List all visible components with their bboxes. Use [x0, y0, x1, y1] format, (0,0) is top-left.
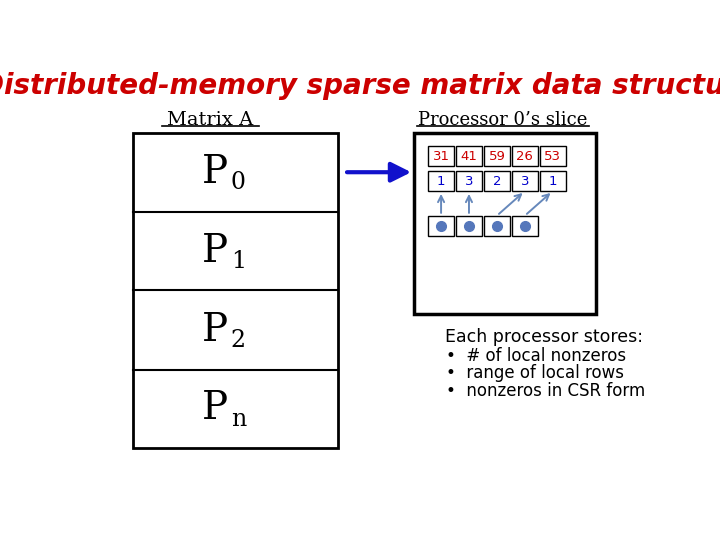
Bar — [512, 215, 538, 236]
Text: Each processor stores:: Each processor stores: — [445, 328, 643, 346]
Text: 1: 1 — [230, 249, 246, 273]
Text: P: P — [202, 233, 228, 269]
Text: 3: 3 — [521, 174, 529, 187]
Text: •  nonzeros in CSR form: • nonzeros in CSR form — [446, 382, 646, 400]
Text: Distributed-memory sparse matrix data structure: Distributed-memory sparse matrix data st… — [0, 72, 720, 100]
Text: 2: 2 — [492, 174, 501, 187]
Text: P: P — [202, 154, 228, 191]
Text: 59: 59 — [488, 150, 505, 163]
Bar — [456, 146, 482, 166]
Text: •  # of local nonzeros: • # of local nonzeros — [446, 347, 626, 364]
Bar — [539, 171, 566, 191]
Text: 26: 26 — [516, 150, 534, 163]
Bar — [428, 215, 454, 236]
Text: 41: 41 — [461, 150, 477, 163]
Text: P: P — [202, 312, 228, 348]
Bar — [132, 132, 338, 448]
Bar — [428, 171, 454, 191]
Text: 0: 0 — [230, 171, 246, 194]
Text: 2: 2 — [230, 328, 246, 352]
Text: •  range of local rows: • range of local rows — [446, 364, 624, 382]
Bar — [484, 146, 510, 166]
Text: 1: 1 — [437, 174, 446, 187]
Bar — [456, 215, 482, 236]
Bar — [414, 132, 596, 314]
Text: P: P — [202, 390, 228, 428]
Bar — [484, 215, 510, 236]
Bar — [456, 171, 482, 191]
Bar — [512, 146, 538, 166]
Text: 53: 53 — [544, 150, 561, 163]
Text: Matrix A: Matrix A — [167, 111, 253, 129]
Bar — [512, 171, 538, 191]
Bar — [428, 146, 454, 166]
Text: n: n — [230, 408, 246, 430]
Text: Processor 0’s slice: Processor 0’s slice — [418, 111, 588, 129]
Text: 3: 3 — [464, 174, 473, 187]
Text: 1: 1 — [549, 174, 557, 187]
Text: 31: 31 — [433, 150, 449, 163]
Bar — [484, 171, 510, 191]
Bar — [539, 146, 566, 166]
